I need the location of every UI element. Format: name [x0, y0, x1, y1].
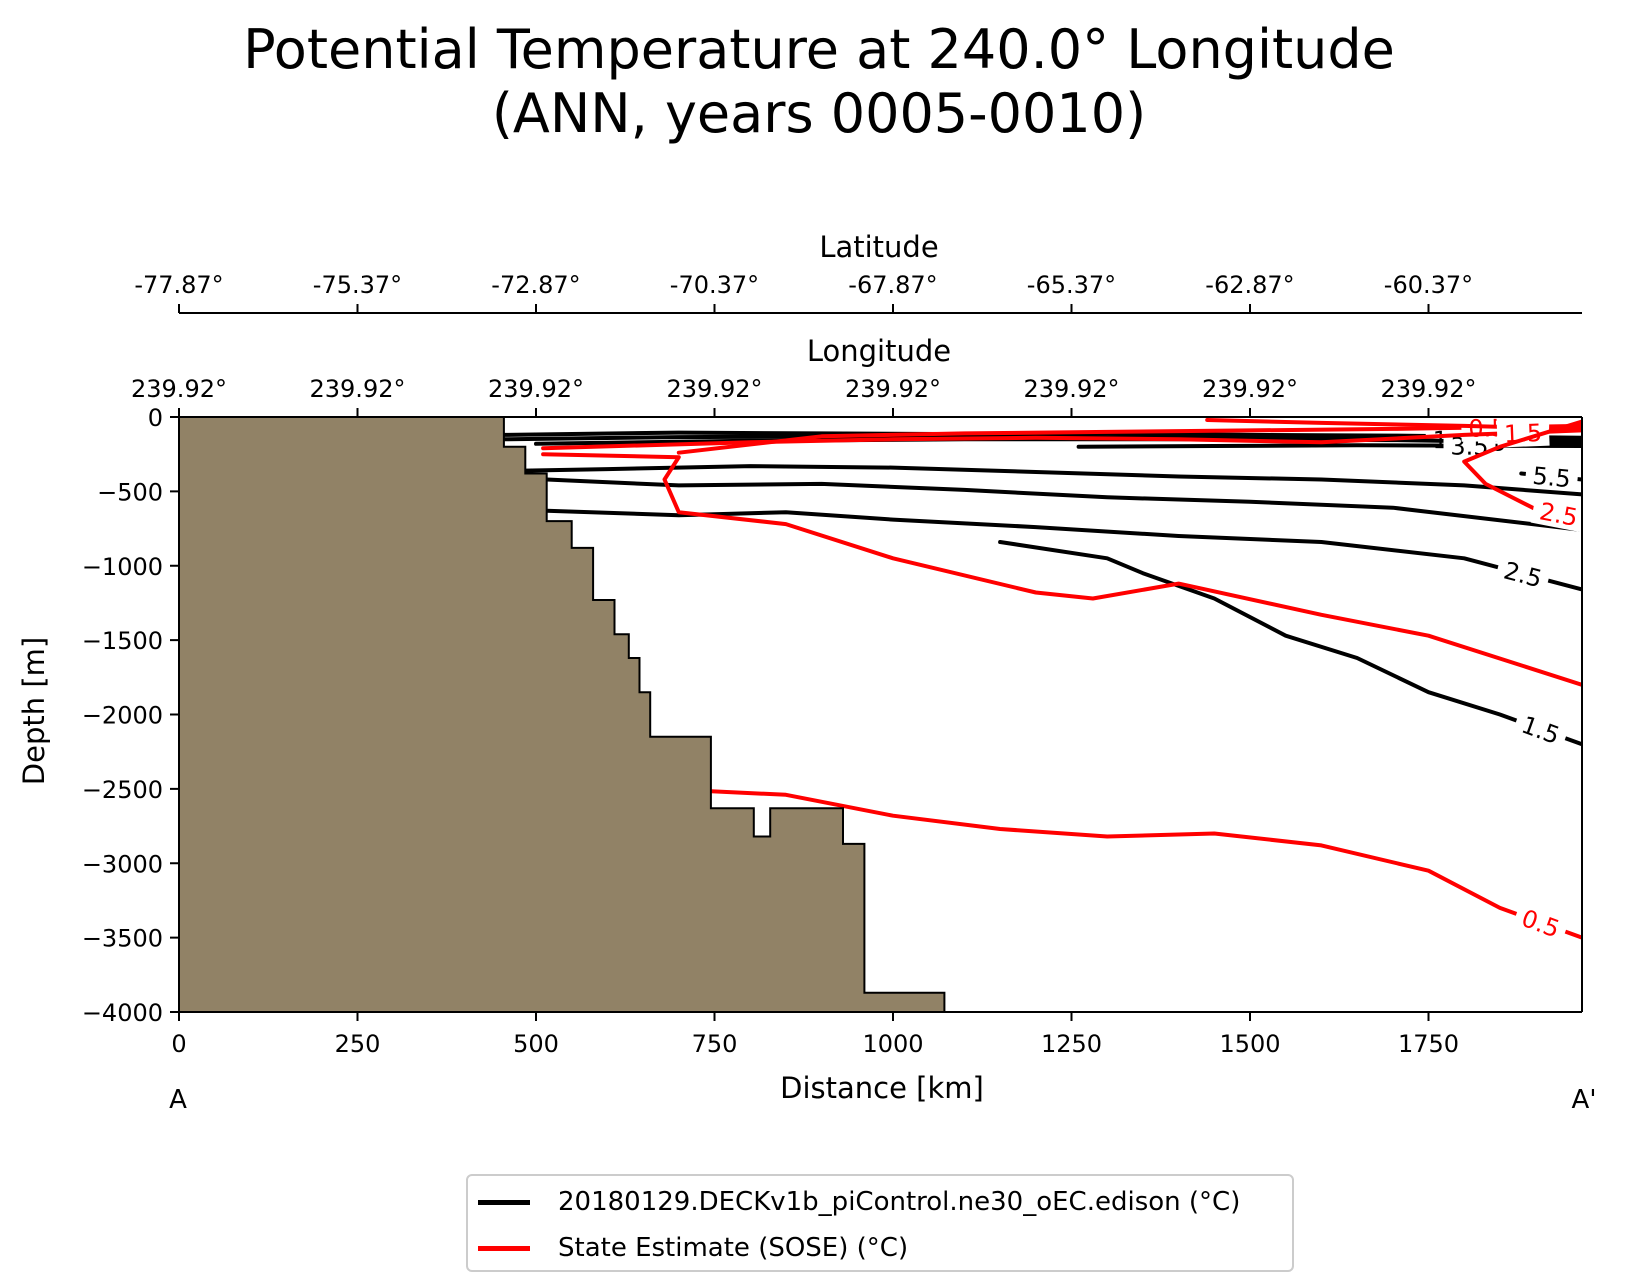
y-tick-label: −3500: [82, 925, 163, 953]
longitude-axis-label: Longitude: [807, 334, 951, 368]
x-tick-label: 1750: [1398, 1030, 1459, 1058]
longitude-tick-label: 239.92°: [1024, 375, 1120, 403]
legend-entry-model: 20180129.DECKv1b_piControl.ne30_oEC.edis…: [478, 1180, 1240, 1224]
legend-swatch-model: [478, 1199, 530, 1205]
latitude-tick-label: -65.37°: [1027, 271, 1116, 299]
longitude-tick-label: 239.92°: [310, 375, 406, 403]
latitude-tick-label: -62.87°: [1205, 271, 1294, 299]
chart-title-block: Potential Temperature at 240.0° Longitud…: [0, 18, 1638, 146]
latitude-tick-label: -75.37°: [313, 271, 402, 299]
contour-line-s1-5: [691, 788, 1582, 940]
latitude-tick-label: -72.87°: [491, 271, 580, 299]
latitude-tick-label: -77.87°: [134, 271, 223, 299]
chart-title: Potential Temperature at 240.0° Longitud…: [243, 18, 1395, 81]
legend-label-model: 20180129.DECKv1b_piControl.ne30_oEC.edis…: [558, 1187, 1241, 1217]
bathymetry-polygon: [179, 417, 946, 1012]
y-tick-label: −1500: [82, 627, 163, 655]
contour-label-bg: [1496, 417, 1550, 448]
latitude-tick-label: -60.37°: [1384, 271, 1473, 299]
plot-area: 0.51.52.53.55.52.51.50.51.51.52.50.5: [179, 417, 1582, 1012]
contour-label-group-s1-3: 2.5: [1530, 493, 1582, 533]
y-axis-label: Depth [m]: [17, 637, 51, 785]
y-tick-label: −1000: [82, 553, 163, 581]
x-tick-label: 250: [335, 1030, 381, 1058]
legend-label-sose: State Estimate (SOSE) (°C): [558, 1233, 909, 1263]
longitude-tick-label: 239.92°: [1202, 375, 1298, 403]
contour-line-s1-2: [541, 428, 1582, 451]
contour-label-group-s0-8: 1.5: [1511, 705, 1571, 752]
y-tick-label: −2500: [82, 776, 163, 804]
x-tick-label: 1500: [1219, 1030, 1280, 1058]
longitude-tick-label: 239.92°: [1380, 375, 1476, 403]
contour-label: 5.5: [1531, 462, 1572, 494]
longitude-tick-label: 239.92°: [488, 375, 584, 403]
latitude-axis-label: Latitude: [819, 230, 938, 264]
y-tick-label: −2000: [82, 702, 163, 730]
contour-line-s0-6: [544, 477, 1582, 532]
contour-label-group-s1-5: 0.5: [1511, 898, 1571, 945]
contour-line-s0-8: [998, 540, 1582, 747]
longitude-tick-label: 239.92°: [845, 375, 941, 403]
contour-label-group-s0-7: 2.5: [1494, 551, 1553, 595]
latitude-tick-label: -67.87°: [848, 271, 937, 299]
axes: 0 250 500 750 1000 1250 1500 1750 0 −500 −1000 −150…: [82, 230, 1583, 1058]
x-tick-label: 1000: [862, 1030, 923, 1058]
contour-line-s1-4: [541, 452, 1582, 687]
contour-label-bg: [1511, 705, 1571, 752]
contour-label-bg: [1494, 551, 1553, 595]
contour-line-s0-5: [523, 464, 1582, 497]
y-tick-label: −500: [97, 478, 163, 506]
chart-subtitle: (ANN, years 0005-0010): [491, 82, 1147, 145]
y-tick-label: −3000: [82, 850, 163, 878]
longitude-tick-label: 239.92°: [667, 375, 763, 403]
x-tick-label: 750: [692, 1030, 738, 1058]
longitude-tick-label: 239.92°: [131, 375, 227, 403]
contour-label-bg: [1524, 458, 1580, 493]
latitude-tick-label: -70.37°: [670, 271, 759, 299]
x-tick-label: 0: [171, 1030, 186, 1058]
section-end-label: A': [1572, 1085, 1597, 1115]
x-tick-label: 500: [513, 1030, 559, 1058]
y-tick-label: −4000: [82, 999, 163, 1027]
x-tick-label: 1250: [1041, 1030, 1102, 1058]
section-start-label: A: [169, 1085, 187, 1115]
y-tick-label: 0: [148, 404, 163, 432]
legend-entry-sose: State Estimate (SOSE) (°C): [478, 1226, 908, 1270]
x-axis-label: Distance [km]: [780, 1071, 984, 1105]
legend: 20180129.DECKv1b_piControl.ne30_oEC.edis…: [466, 1174, 1294, 1272]
legend-swatch-sose: [478, 1245, 530, 1251]
contour-label-bg: [1530, 493, 1582, 533]
contour-label-bg: [1511, 898, 1571, 945]
contour-label-group-s0-4: 5.5: [1524, 458, 1580, 494]
contour-line-s1-0: [676, 423, 1582, 455]
